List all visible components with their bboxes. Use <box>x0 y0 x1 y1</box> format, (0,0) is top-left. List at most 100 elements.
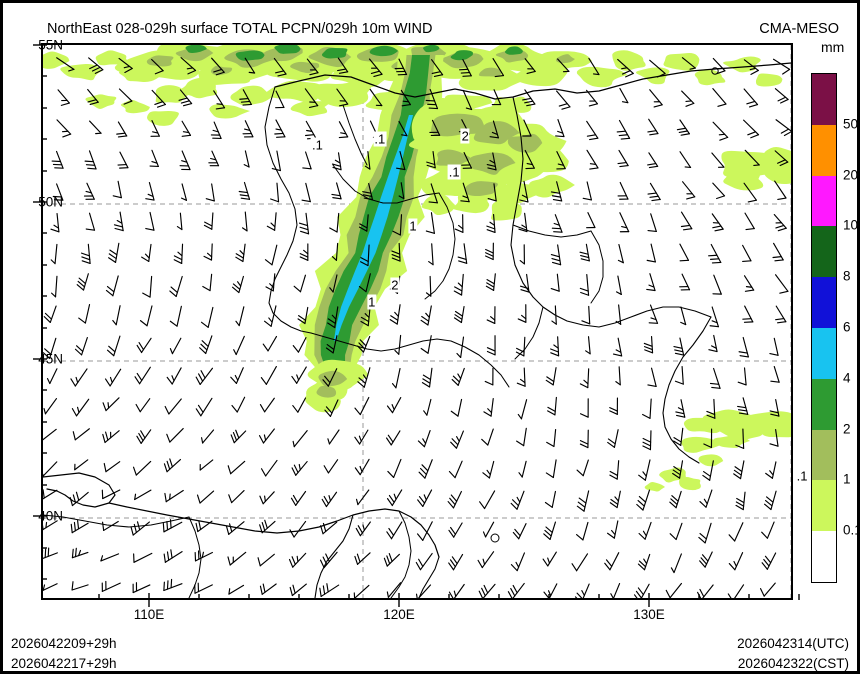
colorbar-segment-8[interactable] <box>812 480 836 531</box>
wind-barb <box>743 306 753 322</box>
wind-barb <box>303 152 311 169</box>
precip-cell-n12 <box>265 81 323 103</box>
wind-barb <box>150 150 158 166</box>
wind-barb <box>206 184 214 201</box>
colorbar-segment-0[interactable] <box>812 74 836 125</box>
wind-barb <box>620 88 628 102</box>
wind-barb <box>513 524 526 539</box>
wind-barb <box>43 548 57 559</box>
wind-barb <box>387 398 400 413</box>
wind-barb <box>587 150 598 169</box>
wind-barb <box>648 368 656 386</box>
colorbar-segment-2[interactable] <box>812 176 836 227</box>
wind-barb <box>480 491 495 509</box>
wind-barb <box>618 182 628 199</box>
wind-barb <box>774 215 786 231</box>
wind-barb <box>745 276 754 292</box>
colorbar-segment-6[interactable] <box>812 379 836 430</box>
wind-barb <box>700 552 713 567</box>
wind-barb <box>165 491 183 502</box>
wind-barb <box>134 553 152 562</box>
wind-barb <box>43 429 56 440</box>
precip-speck2 <box>645 482 665 491</box>
wind-barb <box>556 120 564 137</box>
wind-barb <box>204 213 212 229</box>
wind-barb <box>200 460 213 470</box>
wind-barb <box>479 584 495 598</box>
wind-barb <box>671 554 681 573</box>
wind-barb <box>680 274 690 290</box>
wind-barb <box>544 522 556 539</box>
wind-barb <box>670 523 682 539</box>
wind-barb <box>648 183 660 200</box>
wind-barb <box>291 492 305 506</box>
wind-barb <box>135 490 151 499</box>
colorbar-segment-5[interactable] <box>812 328 836 379</box>
geo-inland-border-w <box>265 87 311 333</box>
wind-barb <box>72 399 88 416</box>
wind-barb <box>332 183 341 199</box>
wind-barb <box>508 583 524 598</box>
wind-barb <box>292 367 306 383</box>
colorbar-segment-9[interactable] <box>812 531 836 582</box>
colorbar-segment-3[interactable] <box>812 226 836 277</box>
wind-barb <box>449 523 462 537</box>
wind-barb <box>683 182 695 199</box>
wind-barb <box>776 120 791 136</box>
footer-init-cst: 2026042217+29h <box>11 656 117 671</box>
wind-barb <box>478 552 494 568</box>
wind-barb <box>101 554 119 561</box>
wind-barb <box>773 243 783 260</box>
wind-barb <box>204 244 212 260</box>
wind-barb <box>586 337 590 354</box>
wind-barb <box>776 275 788 293</box>
wind-barb <box>137 338 151 352</box>
wind-barb <box>618 150 628 166</box>
wind-barb <box>416 554 432 570</box>
wind-barb <box>355 430 368 444</box>
wind-barb <box>455 215 463 233</box>
wind-barb <box>102 581 120 591</box>
map-plot-area[interactable] <box>41 43 793 600</box>
wind-barb <box>134 461 151 475</box>
colorbar[interactable] <box>811 73 837 583</box>
colorbar-segment-7[interactable] <box>812 430 836 481</box>
colorbar-label-8: 8 <box>843 269 851 284</box>
wind-barb <box>774 59 790 74</box>
wind-barb <box>384 554 399 567</box>
wind-barb <box>355 459 369 474</box>
wind-barb <box>638 554 649 569</box>
wind-barb <box>545 491 555 507</box>
wind-barb <box>745 213 754 229</box>
wind-barb <box>614 338 622 356</box>
precip-cell-n26 <box>612 50 645 71</box>
colorbar-label-6: 6 <box>843 320 851 335</box>
wind-barb <box>666 583 681 597</box>
wind-barb <box>713 275 721 294</box>
wind-barb <box>429 244 433 265</box>
wind-barb <box>729 553 742 570</box>
wind-barb <box>546 368 556 385</box>
y-tick-45n: 45N <box>38 352 63 367</box>
wind-barb <box>421 336 431 354</box>
wind-barb <box>762 522 774 538</box>
map-canvas <box>43 45 791 598</box>
wind-barb <box>643 399 652 418</box>
wind-barb <box>485 368 493 385</box>
wind-barb <box>292 462 307 476</box>
wind-barb <box>146 183 154 200</box>
wind-barb <box>85 151 96 169</box>
wind-barb <box>421 306 431 325</box>
wind-barb <box>290 584 306 595</box>
wind-barb <box>610 398 618 414</box>
wind-barb <box>52 151 63 168</box>
precip-cell-n34 <box>209 104 250 118</box>
wind-barb <box>72 548 87 557</box>
wind-barb <box>58 90 69 106</box>
colorbar-segment-4[interactable] <box>812 277 836 328</box>
colorbar-segment-1[interactable] <box>812 125 836 176</box>
wind-barb <box>482 429 494 445</box>
wind-barb <box>618 245 623 263</box>
wind-barb <box>518 400 526 419</box>
wind-barb <box>617 276 622 294</box>
